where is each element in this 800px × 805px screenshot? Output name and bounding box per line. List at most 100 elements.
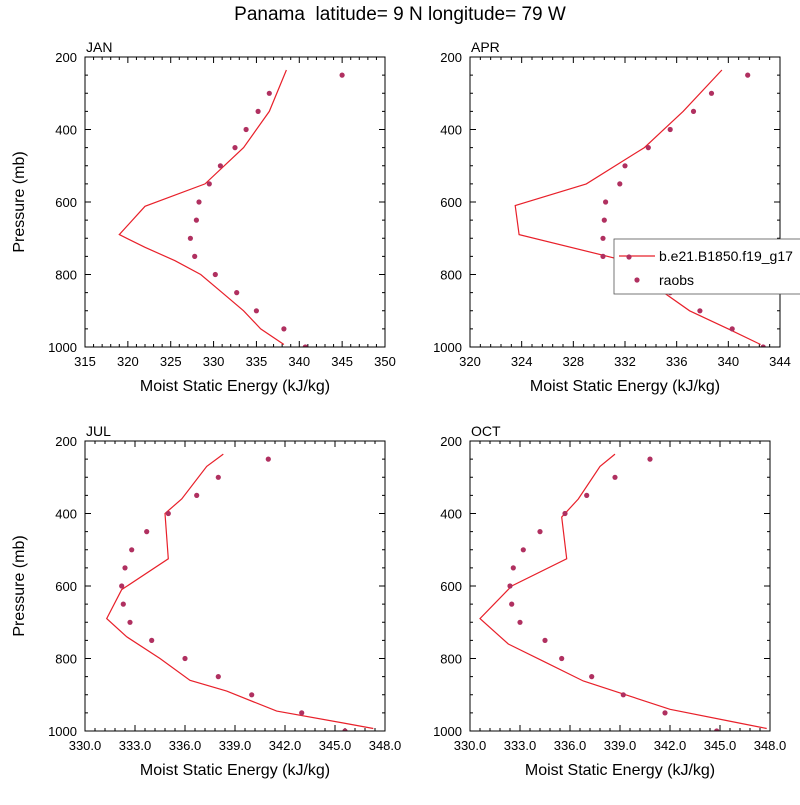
x-tick-label: 320 bbox=[459, 354, 481, 369]
x-tick-label: 336 bbox=[666, 354, 688, 369]
obs-point bbox=[165, 510, 171, 517]
obs-point bbox=[149, 637, 155, 644]
x-tick-label: 342.0 bbox=[654, 738, 687, 753]
obs-point bbox=[342, 728, 348, 731]
x-tick-label: 332 bbox=[614, 354, 636, 369]
y-tick-label: 600 bbox=[55, 579, 77, 594]
model-line bbox=[118, 69, 287, 345]
panel-jul: 330.0 333.0 336.0 339.0 342.0 345.0 348.0 200 40… bbox=[11, 423, 401, 779]
obs-point bbox=[299, 710, 305, 716]
y-tick-label: 800 bbox=[55, 268, 77, 283]
panel-jan: 315 320 325 330 335 340 345 350 200 400 600 800 1000… bbox=[11, 39, 396, 395]
obs-point bbox=[217, 163, 223, 169]
x-tick-label: 328 bbox=[562, 354, 584, 369]
obs-point bbox=[182, 655, 188, 662]
x-tick-label: 336.0 bbox=[169, 738, 202, 753]
y-tick-label: 200 bbox=[55, 50, 77, 65]
obs-point bbox=[122, 565, 128, 571]
panel-title: OCT bbox=[471, 423, 501, 439]
obs-point bbox=[600, 235, 606, 241]
obs-point bbox=[647, 456, 653, 462]
y-tick-label: 1000 bbox=[48, 724, 77, 739]
y-tick-label: 600 bbox=[440, 579, 462, 594]
x-axis-label: Moist Static Energy (kJ/kg) bbox=[140, 762, 330, 779]
obs-point bbox=[243, 126, 249, 133]
obs-point bbox=[620, 692, 626, 698]
obs-point bbox=[144, 529, 150, 535]
legend-model-label: b.e21.B1850.f19_g17 bbox=[659, 248, 793, 264]
legend-obs-marker bbox=[634, 277, 640, 283]
x-axis-label: Moist Static Energy (kJ/kg) bbox=[530, 378, 720, 395]
y-tick-label: 400 bbox=[55, 507, 77, 522]
obs-point bbox=[600, 253, 606, 259]
obs-point bbox=[206, 181, 212, 187]
y-tick-label: 1000 bbox=[433, 340, 462, 355]
x-tick-label: 325 bbox=[160, 354, 182, 369]
x-tick-label: 345.0 bbox=[704, 738, 737, 753]
x-axis-label: Moist Static Energy (kJ/kg) bbox=[140, 378, 330, 395]
panel-frame bbox=[84, 56, 386, 348]
y-tick-label: 200 bbox=[55, 434, 77, 449]
panel-frame bbox=[84, 440, 386, 732]
obs-point bbox=[622, 163, 628, 169]
x-tick-label: 344 bbox=[769, 354, 791, 369]
obs-point bbox=[249, 692, 255, 698]
x-tick-label: 345.0 bbox=[319, 738, 352, 753]
obs-point bbox=[509, 601, 515, 607]
y-tick-label: 1000 bbox=[433, 724, 462, 739]
panel-apr: 320 324 328 332 336 340 344 200 400 600 800 1000 APR… bbox=[433, 39, 791, 395]
obs-point bbox=[302, 344, 308, 347]
obs-point bbox=[193, 217, 199, 223]
y-tick-label: 1000 bbox=[48, 340, 77, 355]
obs-point bbox=[559, 655, 565, 662]
panel-title: APR bbox=[471, 39, 500, 55]
y-tick-label: 200 bbox=[440, 434, 462, 449]
obs-point bbox=[120, 601, 126, 607]
obs-point bbox=[194, 492, 200, 498]
obs-point bbox=[129, 547, 135, 553]
x-tick-label: 335 bbox=[246, 354, 268, 369]
x-tick-label: 336.0 bbox=[554, 738, 587, 753]
x-tick-label: 339.0 bbox=[604, 738, 637, 753]
x-tick-label: 330.0 bbox=[69, 738, 102, 753]
obs-point bbox=[745, 72, 751, 78]
x-tick-label: 340 bbox=[288, 354, 310, 369]
legend-box bbox=[613, 238, 800, 295]
y-tick-label: 600 bbox=[55, 195, 77, 210]
x-tick-label: 345 bbox=[331, 354, 353, 369]
obs-point bbox=[760, 344, 766, 347]
panel-frame bbox=[469, 440, 771, 732]
x-tick-label: 315 bbox=[74, 354, 96, 369]
obs-point bbox=[612, 474, 618, 480]
obs-point bbox=[232, 145, 238, 151]
y-tick-label: 400 bbox=[55, 123, 77, 138]
obs-point bbox=[662, 710, 668, 716]
obs-point bbox=[729, 326, 735, 332]
x-tick-label: 339.0 bbox=[219, 738, 252, 753]
legend-obs-label: raobs bbox=[659, 272, 694, 288]
y-axis-label: Pressure (mb) bbox=[11, 151, 28, 252]
x-tick-label: 330.0 bbox=[454, 738, 487, 753]
model-line bbox=[105, 453, 374, 730]
obs-point bbox=[192, 253, 198, 259]
x-tick-label: 348.0 bbox=[754, 738, 787, 753]
panel-data bbox=[105, 453, 374, 731]
obs-point bbox=[617, 181, 623, 187]
x-tick-label: 333.0 bbox=[119, 738, 152, 753]
y-tick-label: 200 bbox=[440, 50, 462, 65]
obs-point bbox=[584, 492, 590, 498]
obs-point bbox=[697, 308, 703, 314]
obs-point bbox=[266, 90, 272, 96]
panel-oct: 330.0 333.0 336.0 339.0 342.0 345.0 348.0 200 40… bbox=[433, 423, 786, 779]
obs-point bbox=[234, 290, 240, 296]
panel-title: JUL bbox=[86, 423, 111, 439]
y-tick-label: 800 bbox=[55, 652, 77, 667]
obs-point bbox=[212, 271, 218, 278]
y-axis-label: Pressure (mb) bbox=[11, 535, 28, 636]
obs-point bbox=[255, 108, 261, 114]
obs-point bbox=[196, 199, 202, 205]
obs-point bbox=[645, 145, 651, 151]
